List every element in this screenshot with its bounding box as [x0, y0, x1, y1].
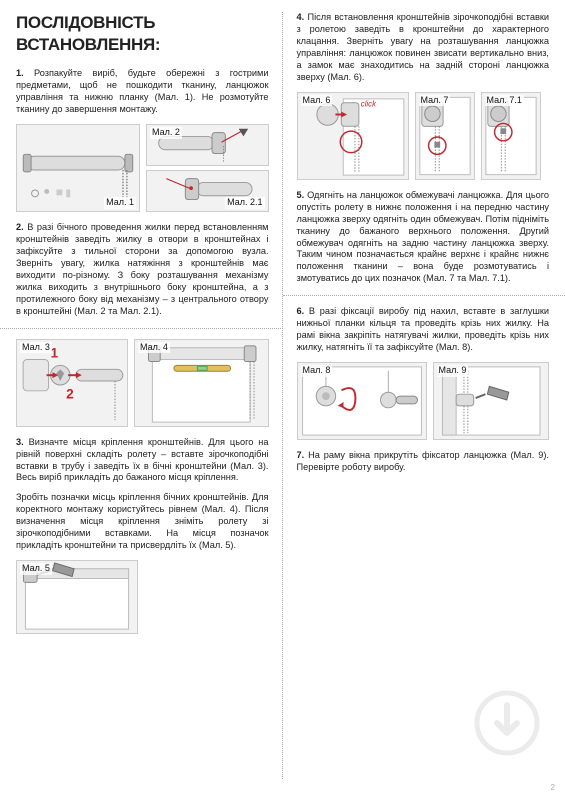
figure-3: 2 1 Мал. 3 — [16, 339, 128, 427]
click-label: click — [360, 99, 376, 108]
step-7-text: 7. На раму вікна прикрутіть фіксатор лан… — [297, 450, 550, 474]
fig-row-4: click Мал. 6 Мал. 7 — [297, 92, 550, 180]
step-2-text: 2. В разі бічного проведення жилки перед… — [16, 222, 269, 318]
figure-2: Мал. 2 — [146, 124, 269, 166]
step-5-text: 5. Одягніть на ланцюжок обмежувачі ланцю… — [297, 190, 550, 286]
figure-9-label: Мал. 9 — [437, 365, 469, 377]
figure-4-label: Мал. 4 — [138, 342, 170, 354]
figure-2-label: Мал. 2 — [150, 127, 182, 139]
fig-row-5: Мал. 8 Мал. 9 — [297, 362, 550, 440]
figure-4: Мал. 4 — [134, 339, 269, 427]
step-6-text: 6. В разі фіксації виробу під нахил, вст… — [297, 306, 550, 354]
figure-7-label: Мал. 7 — [419, 95, 451, 107]
page-title: ПОСЛІДОВНІСТЬ ВСТАНОВЛЕННЯ: — [16, 12, 269, 56]
figure-9: Мал. 9 — [433, 362, 550, 440]
step-3b-text: Зробіть позначки місць кріплення бічних … — [16, 492, 269, 552]
horizontal-divider-right — [283, 295, 565, 296]
step-1-text: 1. Розпакуйте виріб, будьте обережні з г… — [16, 68, 269, 116]
step-4-text: 4. Після встановлення кронштейнів зірочк… — [297, 12, 550, 84]
fig2-stack: Мал. 2 Мал. 2.1 — [146, 124, 269, 212]
figure-8: Мал. 8 — [297, 362, 427, 440]
page-number: 2 — [551, 783, 555, 793]
figure-1-label: Мал. 1 — [104, 197, 136, 209]
right-column: 4. Після встановлення кронштейнів зірочк… — [283, 0, 565, 799]
step-3a-text: 3. Визначте місця кріплення кронштейнів.… — [16, 437, 269, 485]
fig-row-3: Мал. 5 — [16, 560, 269, 634]
figure-1: Мал. 1 — [16, 124, 140, 212]
horizontal-divider-left — [0, 328, 283, 329]
figure-8-label: Мал. 8 — [301, 365, 333, 377]
svg-text:2: 2 — [66, 386, 74, 401]
figure-2-1: Мал. 2.1 — [146, 170, 269, 212]
figure-7-1: Мал. 7.1 — [481, 92, 541, 180]
figure-7-1-label: Мал. 7.1 — [485, 95, 524, 107]
figure-6-label: Мал. 6 — [301, 95, 333, 107]
left-column: ПОСЛІДОВНІСТЬ ВСТАНОВЛЕННЯ: 1. Розпакуйт… — [0, 0, 283, 799]
figure-2-1-label: Мал. 2.1 — [225, 197, 264, 209]
figure-5: Мал. 5 — [16, 560, 138, 634]
figure-3-label: Мал. 3 — [20, 342, 52, 354]
figure-6: click Мал. 6 — [297, 92, 409, 180]
fig-row-2: 2 1 Мал. 3 Мал. 4 — [16, 339, 269, 427]
watermark-icon — [473, 689, 541, 757]
fig-row-1: Мал. 1 Мал. 2 — [16, 124, 269, 212]
figure-7: Мал. 7 — [415, 92, 475, 180]
figure-5-label: Мал. 5 — [20, 563, 52, 575]
page: ПОСЛІДОВНІСТЬ ВСТАНОВЛЕННЯ: 1. Розпакуйт… — [0, 0, 565, 799]
